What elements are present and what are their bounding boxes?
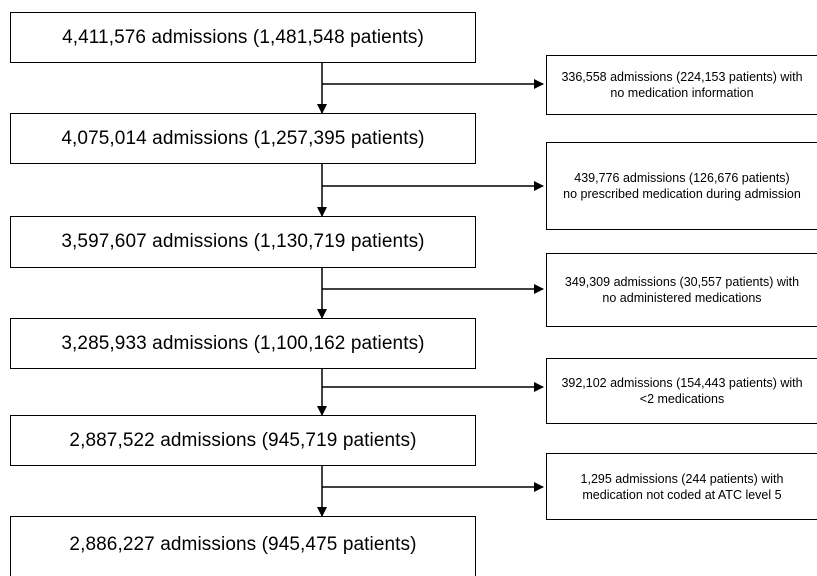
- exclusion-box-2: 439,776 admissions (126,676 patients) no…: [546, 142, 817, 230]
- cohort-box-1-label: 4,411,576 admissions (1,481,548 patients…: [62, 26, 424, 48]
- exclusion-box-5-line-1: 1,295 admissions (244 patients) with: [580, 471, 784, 486]
- cohort-box-5-label: 2,887,522 admissions (945,719 patients): [69, 429, 417, 451]
- exclusion-box-3-line-1: 349,309 admissions (30,557 patients) wit…: [564, 275, 800, 289]
- exclusion-box-3-line-2: no administered medications: [602, 291, 762, 305]
- exclusion-box-5: 1,295 admissions (244 patients) with med…: [546, 453, 817, 520]
- cohort-box-2: 4,075,014 admissions (1,257,395 patients…: [10, 113, 476, 164]
- cohort-box-1: 4,411,576 admissions (1,481,548 patients…: [10, 12, 476, 63]
- flow-connectors: [317, 63, 544, 517]
- cohort-box-3-label: 3,597,607 admissions (1,130,719 patients…: [61, 231, 425, 252]
- exclusion-box-5-line-2: medication not coded at ATC level 5: [582, 487, 782, 502]
- exclusion-box-1-line-2: no medication information: [610, 86, 754, 100]
- cohort-box-5: 2,887,522 admissions (945,719 patients): [10, 415, 476, 466]
- cohort-box-6: 2,886,227 admissions (945,475 patients): [10, 516, 476, 576]
- exclusion-box-2-line-2: no prescribed medication during admissio…: [563, 187, 801, 201]
- cohort-box-4-label: 3,285,933 admissions (1,100,162 patients…: [61, 332, 425, 354]
- exclusion-box-4-line-1: 392,102 admissions (154,443 patients) wi…: [561, 376, 803, 390]
- cohort-flow-diagram: 4,411,576 admissions (1,481,548 patients…: [10, 12, 817, 576]
- cohort-box-2-label: 4,075,014 admissions (1,257,395 patients…: [61, 127, 425, 149]
- exclusion-box-1-line-1: 336,558 admissions (224,153 patients) wi…: [561, 70, 803, 84]
- exclusion-box-4-line-2: <2 medications: [639, 392, 725, 406]
- exclusion-box-4: 392,102 admissions (154,443 patients) wi…: [546, 358, 817, 424]
- cohort-box-6-label: 2,886,227 admissions (945,475 patients): [69, 534, 417, 555]
- exclusion-box-3: 349,309 admissions (30,557 patients) wit…: [546, 253, 817, 327]
- exclusion-box-2-line-1: 439,776 admissions (126,676 patients): [574, 171, 790, 185]
- cohort-box-3: 3,597,607 admissions (1,130,719 patients…: [10, 216, 476, 268]
- exclusion-box-1: 336,558 admissions (224,153 patients) wi…: [546, 55, 817, 115]
- cohort-box-4: 3,285,933 admissions (1,100,162 patients…: [10, 318, 476, 369]
